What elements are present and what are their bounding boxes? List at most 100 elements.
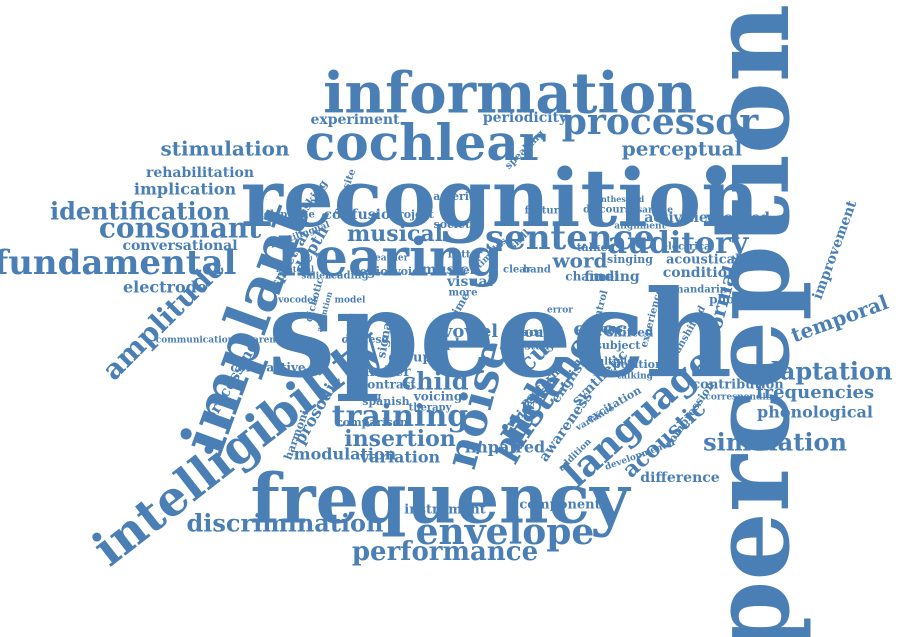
word-visual: visual (446, 274, 493, 290)
word-group: group (388, 351, 431, 366)
word-electrical: electrical (662, 242, 715, 253)
word-rehabilitation: rehabilitation (146, 165, 254, 181)
word-focus: focus (587, 322, 623, 336)
word-contrast: contrast (360, 378, 416, 392)
word-synthesized: synthesized (592, 194, 645, 204)
word-identification: identification (50, 197, 230, 226)
word-corresponding: corresponding (705, 393, 779, 403)
word-insertion: insertion (344, 426, 456, 452)
word-user: user (449, 264, 476, 277)
word-hearing: hearing (277, 228, 503, 289)
word-impaired: impaired (465, 438, 545, 457)
word-singing: singing (607, 253, 653, 266)
word-implication: implication (134, 180, 237, 199)
word-vocoded: vocoded (705, 210, 770, 226)
word-modulation: modulation (294, 445, 397, 464)
word-effect: effect (573, 317, 637, 341)
word-conversational: conversational (122, 238, 237, 254)
word-bilateral: bilateral (276, 264, 314, 274)
word-voice: voice (393, 265, 426, 278)
word-position: position (613, 358, 663, 371)
word-cochlear: cochlear (305, 113, 546, 172)
word-error: error (547, 306, 573, 316)
word-frequency: frequency (251, 460, 632, 540)
word-therapy: therapy (409, 403, 453, 414)
word-child: child (401, 367, 468, 396)
word-comparison: comparison (336, 416, 408, 429)
word-instrument: instrument (404, 503, 486, 518)
word-acoustical: acoustical (666, 253, 740, 268)
word-simulation: simulation (703, 428, 847, 457)
word-salience: salience (301, 272, 342, 282)
word-experiment: experiment (310, 112, 400, 128)
word-sound: sound (516, 325, 564, 341)
word-contribution: contribution (692, 378, 784, 393)
word-study: study (525, 342, 557, 353)
word-telephone: telephone (259, 210, 315, 221)
word-sample: sample (637, 206, 673, 216)
word-periodicity: periodicity (483, 110, 568, 126)
word-difference: difference (640, 470, 719, 486)
word-model: model (335, 296, 367, 306)
word-discourse: discourse (583, 205, 637, 216)
word-parental: parental (247, 336, 290, 346)
word-reading: reading (325, 271, 368, 282)
word-adaptation: adaptation (748, 357, 893, 386)
word-clear: clear (503, 265, 532, 276)
word-speech: speech (268, 264, 732, 405)
word-recognition: recognition (241, 151, 759, 245)
word-phoneme: phoneme (709, 293, 771, 307)
word-perceptual: perceptual (622, 137, 743, 161)
word-contrastive: contrastive (230, 361, 306, 375)
word-face: face (517, 326, 543, 339)
word-music: music (422, 262, 469, 278)
word-auditory: auditory (608, 226, 750, 261)
word-multiple: multiple (586, 357, 633, 368)
word-processor: processor (562, 101, 760, 143)
word-chinese: chinese (341, 333, 388, 346)
word-variation: variation (359, 448, 441, 467)
word-musical: musical (347, 221, 443, 247)
word-activities: activities (644, 210, 716, 226)
word-finding: finding (584, 269, 640, 285)
word-learner: learner (372, 254, 409, 264)
word-condition: condition (663, 265, 737, 281)
word-naming: naming (339, 392, 381, 403)
word-improvement: improvement (810, 198, 861, 302)
word-performance: performance (352, 537, 538, 567)
word-sentence: sentence (485, 218, 655, 258)
word-talker: talker (577, 241, 614, 254)
word-stimulation: stimulation (160, 137, 290, 161)
word-america: america (433, 190, 483, 203)
word-communication: communication (156, 336, 235, 346)
word-band: band (523, 265, 551, 276)
word-project: project (390, 208, 435, 221)
word-mandarin: mandarin (673, 285, 728, 296)
word-component: component (519, 498, 600, 513)
word-voicing: voicing (413, 390, 463, 404)
word-envelope: envelope (416, 511, 595, 553)
word-feature: feature (525, 206, 566, 217)
word-society: society (434, 218, 477, 231)
word-alignment: alignment (614, 222, 666, 232)
word-talking: talking (617, 372, 654, 382)
word-information: information (323, 61, 697, 127)
word-better: better (448, 250, 483, 261)
word-perception: perception (688, 4, 814, 637)
word-place: place (446, 337, 485, 352)
word-confusion: confusion (324, 207, 401, 223)
word-discrimination: discrimination (187, 509, 384, 538)
word-phonological: phonological (757, 403, 873, 422)
word-shifted: shifted (607, 326, 654, 340)
word-more: more (449, 288, 478, 299)
word-vocoder: vocoder (277, 296, 318, 306)
word-training: training (332, 399, 469, 434)
word-spanish: spanish (362, 395, 409, 408)
word-electrode: electrode (123, 278, 207, 297)
word-consonant: consonant (99, 212, 261, 245)
word-channel: channel (565, 270, 619, 284)
word-word: word (551, 249, 607, 273)
word-region: region (353, 265, 397, 279)
